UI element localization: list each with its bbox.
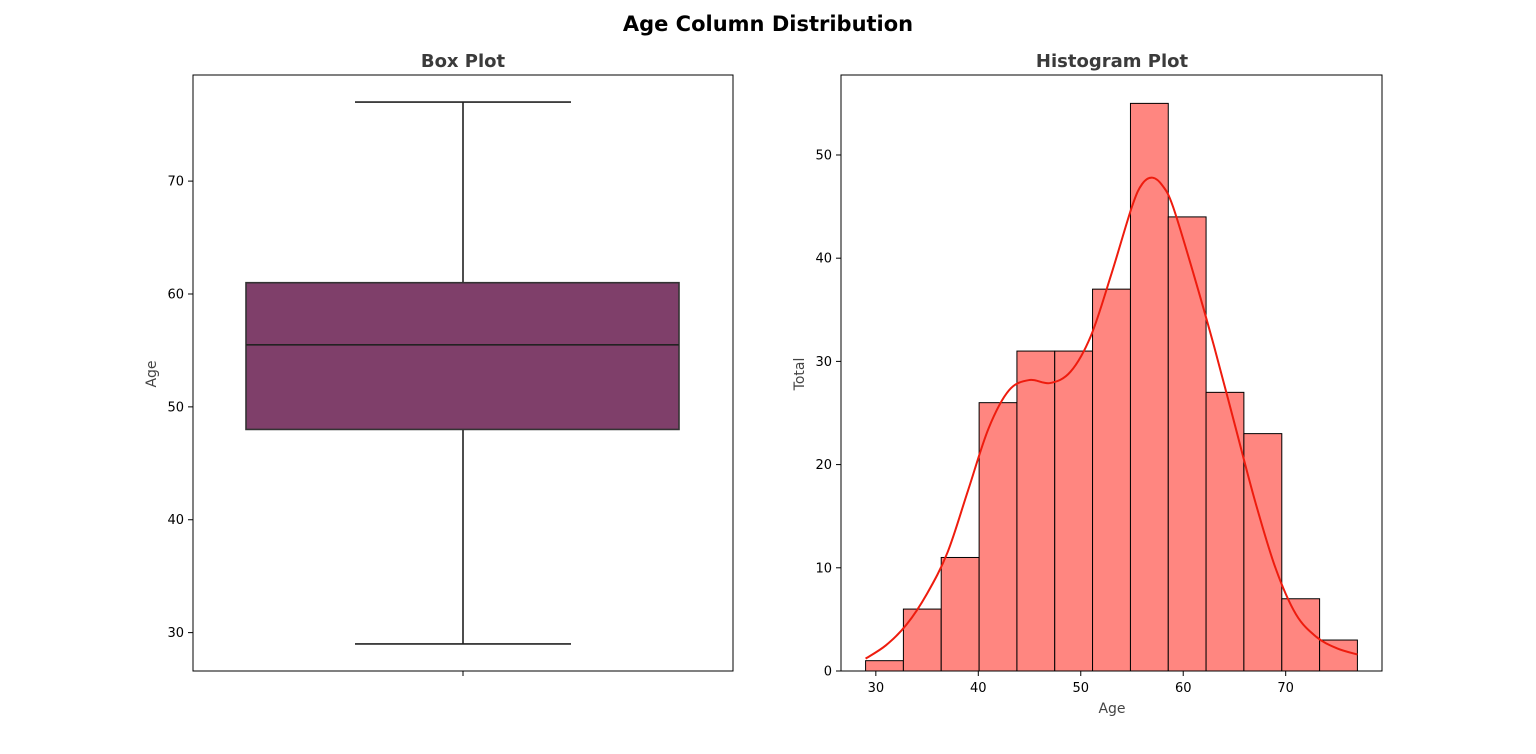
hist-x-tick-label: 50 bbox=[1072, 681, 1089, 696]
histogram-bar bbox=[865, 660, 904, 672]
histogram-title: Histogram Plot bbox=[1036, 51, 1189, 72]
hist-y-tick-label: 0 bbox=[824, 665, 832, 680]
histogram-bar bbox=[1054, 350, 1094, 672]
box-y-tick-label: 30 bbox=[167, 626, 184, 641]
hist-y-tick-label: 40 bbox=[815, 252, 832, 267]
hist-y-tick-label: 20 bbox=[815, 458, 832, 473]
histogram-bar bbox=[978, 402, 1018, 672]
hist-x-tick-label: 60 bbox=[1175, 681, 1192, 696]
box-y-tick-label: 50 bbox=[167, 400, 184, 415]
histogram-bar bbox=[1243, 433, 1283, 672]
box-plot-frame bbox=[192, 74, 734, 672]
hist-x-tick-label: 70 bbox=[1277, 681, 1294, 696]
histogram-bar bbox=[1319, 639, 1358, 672]
box-plot-panel: Box Plot Age 30 40 50 60 70 bbox=[144, 51, 734, 676]
hist-x-tick-label: 30 bbox=[868, 681, 885, 696]
histogram-panel: Histogram Plot Total Age 0 10 20 30 40 50 30 40… bbox=[792, 51, 1383, 717]
histogram-bar bbox=[1167, 216, 1207, 672]
histogram-bar bbox=[1016, 350, 1056, 672]
histogram-frame bbox=[840, 74, 1383, 672]
histogram-bar bbox=[1092, 288, 1131, 672]
histogram-bar bbox=[940, 556, 980, 672]
hist-y-tick-label: 50 bbox=[815, 148, 832, 163]
histogram-y-label: Total bbox=[792, 358, 808, 392]
kde-curve bbox=[865, 176, 1358, 660]
box-y-tick-label: 70 bbox=[167, 175, 184, 190]
hist-y-tick-label: 10 bbox=[815, 561, 832, 576]
box-plot-title: Box Plot bbox=[421, 51, 506, 72]
histogram-bar bbox=[1129, 102, 1169, 672]
hist-y-tick-label: 30 bbox=[815, 355, 832, 370]
histogram-x-label: Age bbox=[1098, 701, 1125, 717]
histogram-bar bbox=[902, 608, 942, 672]
iqr-box bbox=[245, 281, 680, 431]
hist-x-tick-label: 40 bbox=[970, 681, 987, 696]
figure-title: Age Column Distribution bbox=[623, 12, 913, 36]
box-y-tick-label: 60 bbox=[167, 287, 184, 302]
box-plot-y-label: Age bbox=[144, 360, 160, 387]
box-y-tick-label: 40 bbox=[167, 513, 184, 528]
